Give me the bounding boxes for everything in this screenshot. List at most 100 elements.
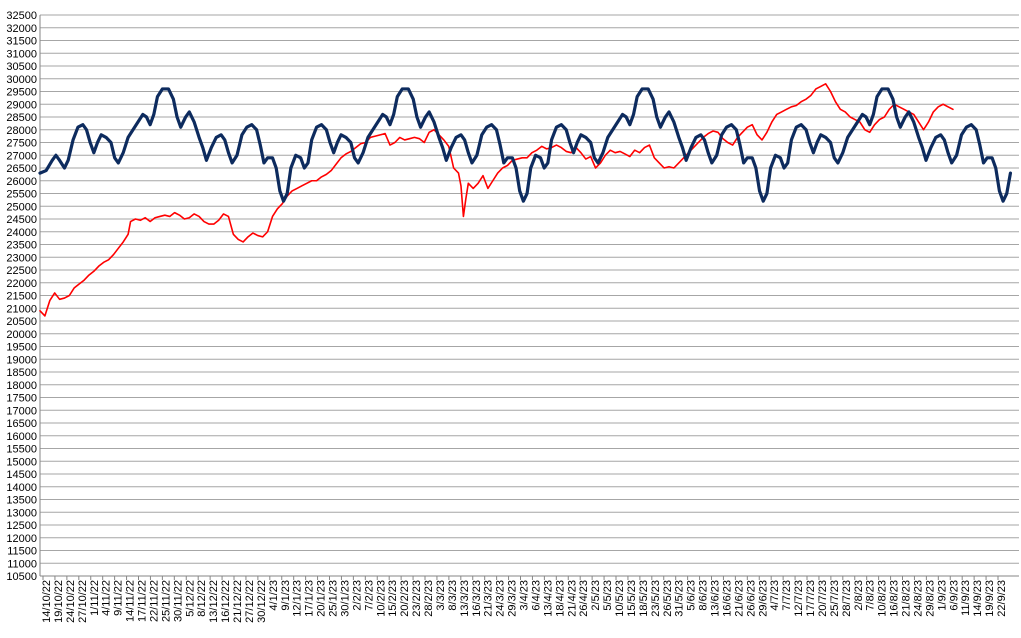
x-tick-label: 13/4/23 xyxy=(542,580,554,617)
x-tick-label: 7/8/23 xyxy=(865,580,877,611)
x-tick-label: 15/5/23 xyxy=(626,580,638,617)
y-tick-label: 17000 xyxy=(6,405,37,417)
x-tick-label: 21/6/23 xyxy=(733,580,745,617)
y-tick-label: 22000 xyxy=(6,278,37,290)
y-tick-label: 10500 xyxy=(6,571,37,583)
y-tick-label: 28000 xyxy=(6,125,37,137)
x-tick-label: 18/4/23 xyxy=(554,580,566,617)
x-tick-label: 6/9/23 xyxy=(948,580,960,611)
x-tick-label: 5/12/22 xyxy=(184,580,196,617)
x-tick-label: 29/6/23 xyxy=(757,580,769,617)
y-tick-label: 32500 xyxy=(6,10,37,22)
y-tick-label: 24000 xyxy=(6,227,37,239)
x-tick-label: 17/11/22 xyxy=(137,580,149,622)
y-tick-label: 27000 xyxy=(6,150,37,162)
x-tick-label: 8/3/23 xyxy=(447,580,459,611)
x-tick-label: 19/9/23 xyxy=(984,580,996,617)
y-tick-label: 12000 xyxy=(6,533,37,545)
x-tick-label: 25/1/23 xyxy=(328,580,340,617)
y-tick-label: 23000 xyxy=(6,252,37,264)
x-tick-label: 14/11/22 xyxy=(125,580,137,622)
x-tick-label: 3/3/23 xyxy=(435,580,447,611)
x-tick-label: 5/5/23 xyxy=(602,580,614,611)
y-tick-label: 15500 xyxy=(6,444,37,456)
x-tick-label: 28/2/23 xyxy=(423,580,435,617)
x-tick-label: 21/12/22 xyxy=(232,580,244,623)
y-tick-label: 31500 xyxy=(6,36,37,48)
y-tick-label: 21000 xyxy=(6,303,37,315)
x-tick-label: 16/8/23 xyxy=(889,580,901,617)
x-tick-label: 23/5/23 xyxy=(650,580,662,617)
y-tick-label: 31000 xyxy=(6,48,37,60)
x-tick-label: 21/8/23 xyxy=(901,580,913,617)
y-tick-label: 14500 xyxy=(6,469,37,481)
x-tick-label: 4/1/23 xyxy=(268,580,280,611)
x-tick-label: 16/6/23 xyxy=(721,580,733,617)
x-axis-tick-labels: 14/10/22 19/10/22 24/10/22 27/10/22 1/11/22 4… xyxy=(41,580,1008,623)
y-tick-label: 20500 xyxy=(6,316,37,328)
y-tick-label: 26000 xyxy=(6,176,37,188)
y-tick-label: 29000 xyxy=(6,99,37,111)
x-tick-label: 23/2/23 xyxy=(411,580,423,617)
series-line-1 xyxy=(39,83,954,317)
y-tick-label: 19000 xyxy=(6,354,37,366)
y-tick-label: 28500 xyxy=(6,112,37,124)
x-tick-label: 29/8/23 xyxy=(924,580,936,617)
x-tick-label: 8/12/22 xyxy=(196,580,208,617)
x-tick-label: 5/6/23 xyxy=(686,580,698,611)
x-tick-label: 2/5/23 xyxy=(590,580,602,611)
x-tick-label: 3/4/23 xyxy=(519,580,531,611)
x-tick-label: 17/1/23 xyxy=(304,580,316,617)
x-tick-label: 21/4/23 xyxy=(566,580,578,617)
x-tick-label: 26/4/23 xyxy=(578,580,590,617)
x-tick-label: 10/8/23 xyxy=(877,580,889,617)
y-tick-label: 30000 xyxy=(6,74,37,86)
x-tick-label: 13/3/23 xyxy=(459,580,471,617)
x-tick-label: 29/3/23 xyxy=(507,580,519,617)
y-tick-label: 21500 xyxy=(6,291,37,303)
x-tick-label: 7/7/23 xyxy=(781,580,793,611)
x-tick-label: 30/12/22 xyxy=(256,580,268,623)
x-tick-label: 18/5/23 xyxy=(638,580,650,617)
x-tick-label: 15/2/23 xyxy=(387,580,399,617)
y-tick-label: 23500 xyxy=(6,240,37,252)
x-tick-label: 14/9/23 xyxy=(972,580,984,617)
x-tick-label: 2/8/23 xyxy=(853,580,865,611)
x-tick-label: 24/3/23 xyxy=(495,580,507,617)
y-tick-label: 19500 xyxy=(6,342,37,354)
x-tick-label: 13/6/23 xyxy=(710,580,722,617)
x-tick-label: 12/7/23 xyxy=(793,580,805,617)
x-tick-label: 30/11/22 xyxy=(172,580,184,622)
axes xyxy=(39,15,1019,580)
y-tick-label: 18500 xyxy=(6,367,37,379)
x-tick-label: 17/7/23 xyxy=(805,580,817,617)
y-tick-label: 24500 xyxy=(6,214,37,226)
x-tick-label: 9/1/23 xyxy=(280,580,292,611)
y-tick-label: 25000 xyxy=(6,201,37,213)
x-tick-label: 27/10/22 xyxy=(77,580,89,623)
series-lines xyxy=(38,83,1013,317)
x-tick-label: 26/5/23 xyxy=(662,580,674,617)
x-tick-label: 7/2/23 xyxy=(363,580,375,611)
x-tick-label: 6/4/23 xyxy=(530,580,542,611)
x-tick-label: 25/11/22 xyxy=(160,580,172,622)
y-tick-label: 16000 xyxy=(6,431,37,443)
x-tick-label: 14/10/22 xyxy=(41,580,53,623)
x-tick-label: 30/1/23 xyxy=(339,580,351,617)
x-tick-label: 20/7/23 xyxy=(817,580,829,617)
y-tick-label: 16500 xyxy=(6,418,37,430)
x-tick-label: 4/7/23 xyxy=(769,580,781,611)
y-tick-label: 30500 xyxy=(6,61,37,73)
x-tick-label: 2/2/23 xyxy=(351,580,363,611)
y-tick-label: 12500 xyxy=(6,520,37,532)
x-tick-label: 26/6/23 xyxy=(745,580,757,617)
y-tick-label: 14000 xyxy=(6,482,37,494)
x-tick-label: 10/2/23 xyxy=(375,580,387,617)
x-tick-label: 10/5/23 xyxy=(614,580,626,617)
x-tick-label: 28/7/23 xyxy=(841,580,853,617)
y-axis-tick-labels: 1050011000115001200012500130001350014000… xyxy=(6,10,37,583)
y-tick-label: 18000 xyxy=(6,380,37,392)
x-tick-label: 20/2/23 xyxy=(399,580,411,617)
